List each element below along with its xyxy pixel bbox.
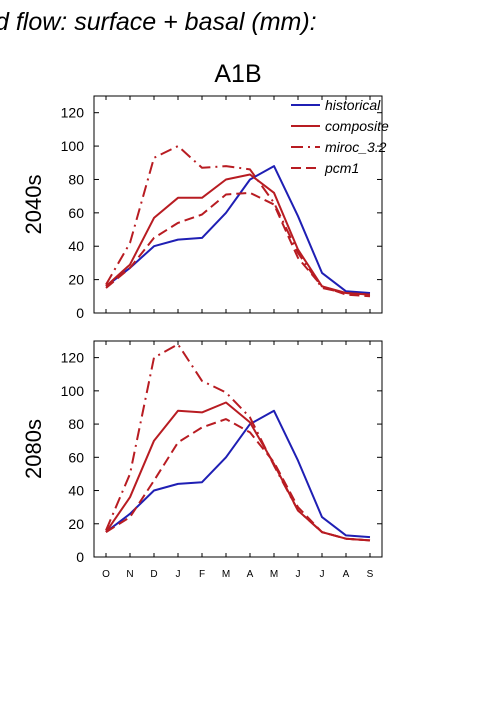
legend: historical composite miroc_3.2 pcm1 (291, 97, 389, 176)
legend-label-historical: historical (325, 97, 381, 113)
y-tick-label: 80 (68, 416, 84, 432)
series-line-composite (105, 173, 371, 296)
x-tick-label: O (102, 569, 110, 580)
y-tick-label: 120 (61, 350, 85, 366)
series-line-composite (105, 401, 371, 542)
x-tick-label: M (270, 569, 278, 580)
y-tick-label: 80 (68, 171, 84, 187)
y-tick-label: 60 (68, 449, 84, 465)
series-line-miroc_3.2 (105, 343, 371, 542)
series-line-historical (105, 165, 371, 294)
y-tick-label: 0 (76, 549, 84, 565)
x-tick-label: J (320, 569, 325, 580)
y-tick-label: 100 (61, 138, 85, 154)
plot-frame (93, 340, 383, 558)
x-tick-label: A (343, 569, 350, 580)
y-tick-label: 0 (76, 305, 84, 321)
scenario-title: A1B (214, 60, 261, 88)
x-tick-label: M (222, 569, 230, 580)
series-line-pcm1 (105, 418, 371, 542)
x-tick-label: F (199, 569, 205, 580)
y-tick-label: 40 (68, 483, 84, 499)
y-tick-label: 60 (68, 205, 84, 221)
x-tick-label: S (367, 569, 374, 580)
legend-label-miroc_3.2: miroc_3.2 (325, 139, 387, 155)
chart-panel-2040s: 0 20 40 60 80 100 120 2040s historical composite m… (21, 95, 389, 321)
chart-panel-2080s: 0 20 40 60 80 100 120 O N D J F M A M J J A S 2080s (21, 340, 383, 580)
row-label-2040s: 2040s (21, 175, 46, 235)
plot-frame (93, 95, 383, 314)
series-line-pcm1 (105, 191, 371, 298)
legend-label-pcm1: pcm1 (324, 160, 359, 176)
panels: 0 20 40 60 80 100 120 2040s historical composite m… (21, 95, 389, 580)
series-line-historical (105, 409, 371, 539)
y-tick-label: 100 (61, 383, 85, 399)
figure-title: d flow: surface + basal (mm): (0, 8, 317, 36)
y-tick-label: 20 (68, 516, 84, 532)
series-line-miroc_3.2 (105, 145, 371, 296)
x-tick-label: A (247, 569, 254, 580)
y-tick-label: 40 (68, 238, 84, 254)
legend-label-composite: composite (325, 118, 389, 134)
x-tick-label: N (126, 569, 133, 580)
row-label-2080s: 2080s (21, 419, 46, 479)
x-tick-label: J (296, 569, 301, 580)
x-tick-label: J (176, 569, 181, 580)
y-tick-label: 120 (61, 105, 85, 121)
y-tick-label: 20 (68, 272, 84, 288)
x-tick-label: D (150, 569, 157, 580)
